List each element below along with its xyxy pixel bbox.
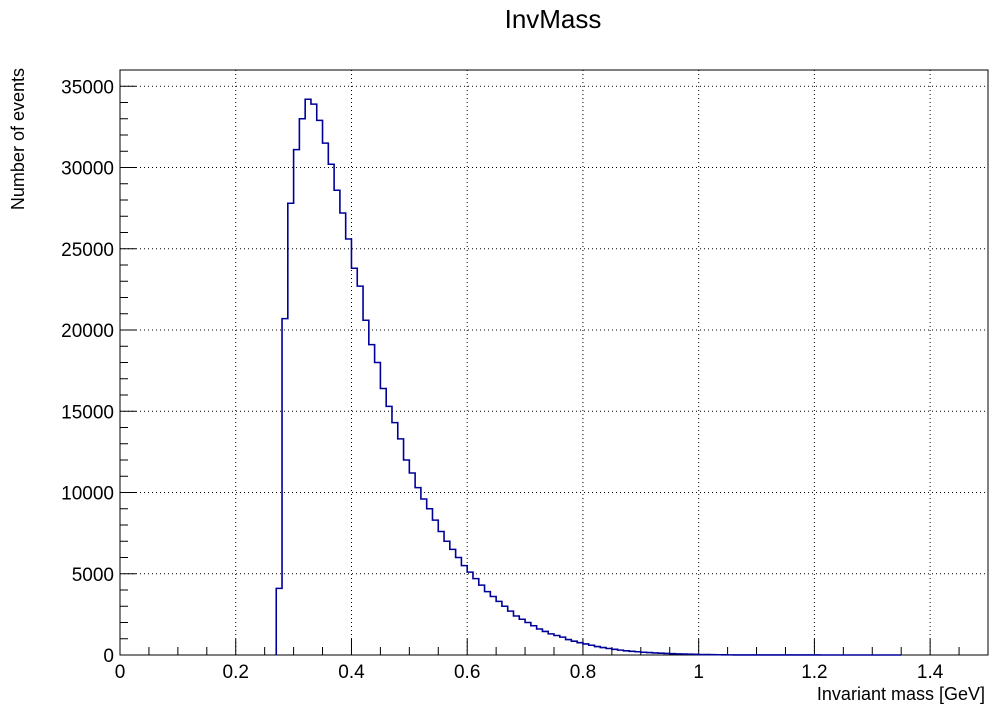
histogram-bin <box>305 99 311 655</box>
histogram-bin <box>421 499 427 655</box>
histogram-bin <box>432 520 438 655</box>
histogram-bin <box>317 120 323 655</box>
histogram-bin <box>340 213 346 655</box>
y-tick-label: 0 <box>103 646 114 667</box>
histogram-bin <box>525 623 531 656</box>
x-tick-label: 1.4 <box>917 662 944 683</box>
histogram-bin <box>560 637 566 655</box>
histogram-bin <box>450 549 456 655</box>
histogram-bin <box>369 345 375 655</box>
x-axis-title: Invariant mass [GeV] <box>817 684 985 704</box>
x-tick-label: 0.4 <box>338 662 365 683</box>
histogram-bin <box>554 636 560 656</box>
histogram-bin <box>606 649 612 656</box>
histogram-bin <box>467 572 473 655</box>
x-tick-label: 1 <box>693 662 704 683</box>
histogram-bin <box>409 473 415 655</box>
y-tick-label: 25000 <box>61 240 114 261</box>
histogram-bin <box>496 601 502 655</box>
histogram-bin <box>479 585 485 655</box>
data-layer <box>276 99 901 655</box>
histogram-bin <box>612 649 618 655</box>
histogram-bin <box>334 190 340 655</box>
y-axis-title: Number of events <box>8 68 28 210</box>
histogram-bin <box>577 643 583 655</box>
histogram-bin <box>427 509 433 655</box>
histogram-bin <box>566 640 572 655</box>
histogram-bin <box>461 566 467 655</box>
y-tick-label: 15000 <box>61 402 114 423</box>
histogram-bin <box>386 406 392 655</box>
histogram-bin <box>589 645 595 655</box>
histogram-bin <box>444 541 450 655</box>
histogram-bin <box>485 592 491 655</box>
histogram-bin <box>276 588 282 655</box>
histogram-bin <box>502 606 508 655</box>
histogram-bin <box>404 460 410 655</box>
histogram-bin <box>438 532 444 656</box>
histogram-bin <box>282 319 288 655</box>
y-tick-label: 10000 <box>61 484 114 505</box>
histogram-bin <box>357 286 363 655</box>
histogram-bin <box>583 644 589 655</box>
histogram-outline <box>276 99 901 655</box>
plot-frame <box>120 70 988 655</box>
y-tick-label: 20000 <box>61 321 114 342</box>
histogram-bin <box>294 150 300 655</box>
histogram-bin <box>537 629 543 655</box>
histogram-bin <box>519 619 525 655</box>
histogram-bin <box>375 363 381 656</box>
histogram-bin <box>542 631 548 655</box>
histogram-bin <box>548 634 554 655</box>
histogram-bin <box>456 558 462 656</box>
histogram-bin <box>415 488 421 655</box>
y-tick-label: 35000 <box>61 77 114 98</box>
histogram-bin <box>473 579 479 655</box>
histogram-bin <box>351 268 357 655</box>
histogram-bin <box>392 423 398 655</box>
histogram-bin <box>346 239 352 655</box>
y-tick-label: 30000 <box>61 159 114 180</box>
histogram-bin <box>513 616 519 655</box>
x-tick-label: 0.2 <box>223 662 249 683</box>
axes: 0 0.2 0.4 0.6 0.8 1 1.2 1.4 0 5000 10000 15000 20000… <box>61 70 988 683</box>
histogram-bin <box>323 143 329 655</box>
histogram-bin <box>363 320 369 655</box>
histogram-bin <box>328 164 334 655</box>
y-tick-label: 5000 <box>72 565 114 586</box>
histogram-bin <box>398 439 404 655</box>
histogram-bin <box>311 104 317 655</box>
histogram-bin <box>299 119 305 655</box>
histogram-bin <box>531 626 537 655</box>
histogram-bin <box>600 648 606 655</box>
chart-title: InvMass <box>505 4 602 34</box>
x-tick-label: 1.2 <box>801 662 827 683</box>
histogram-bin <box>380 389 386 656</box>
histogram-bin <box>571 641 577 655</box>
histogram-bin <box>288 203 294 655</box>
grid <box>120 70 988 655</box>
histogram-bin <box>595 647 601 655</box>
x-tick-label: 0.8 <box>570 662 596 683</box>
x-tick-label: 0.6 <box>454 662 480 683</box>
histogram-bin <box>490 597 496 656</box>
histogram-bin <box>508 611 514 655</box>
x-tick-label: 0 <box>115 662 126 683</box>
